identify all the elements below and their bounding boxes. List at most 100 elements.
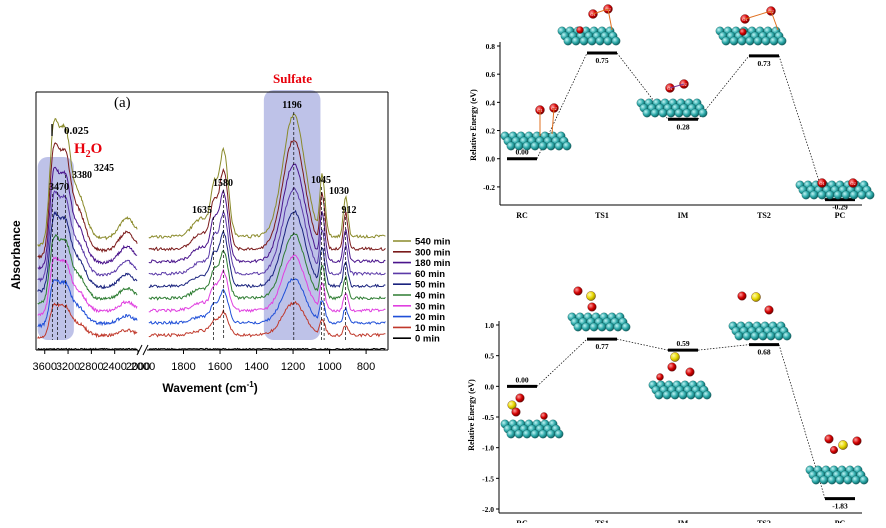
y-tick-label: 0.2 — [486, 127, 496, 136]
surface-atom — [571, 36, 581, 46]
y-tick-label: -0.5 — [482, 413, 494, 422]
surface-atom — [841, 190, 851, 200]
surface-atom — [758, 331, 768, 341]
x-category-label: RC — [516, 519, 528, 523]
legend-label: 20 min — [415, 312, 445, 323]
energy-value-label: 0.00 — [515, 375, 528, 384]
oxygen-atom — [511, 407, 521, 417]
x-category-label: TS1 — [595, 519, 609, 523]
surface-atom — [538, 141, 548, 151]
surface-slab — [567, 312, 631, 332]
peak-label: 912 — [342, 205, 357, 216]
energy-value-label: 0.75 — [595, 56, 608, 65]
bond-line — [744, 10, 772, 20]
surface-atom — [734, 331, 744, 341]
surface-atom — [581, 322, 591, 332]
surface-atom — [674, 108, 684, 118]
spectrum-line-left — [37, 190, 138, 283]
highlight-regions — [37, 90, 321, 340]
surface-atom — [682, 108, 692, 118]
spectrum-line-right — [148, 209, 386, 289]
energy-top-axes: 0.8 0.6 0.4 0.2 0.0 -0.2 RC TS1 IM TS2 PC — [483, 42, 862, 220]
surface-atom — [642, 108, 652, 118]
x-tick-label: 800 — [357, 361, 375, 373]
spectrum-line-left — [37, 233, 138, 305]
x-tick-label: 1800 — [171, 361, 195, 373]
atom-label: O1 — [742, 17, 748, 22]
oxygen-atom — [830, 446, 838, 454]
energy-value-label: -0.29 — [832, 203, 848, 212]
axis-break-mark — [142, 344, 149, 356]
legend-label: 30 min — [415, 301, 445, 312]
ts2-so2-structure-icon — [728, 291, 792, 341]
peak-label: 1635 — [192, 205, 212, 216]
region-label-sulfate: Sulfate — [273, 71, 312, 86]
spectrum-line-right — [148, 140, 386, 252]
energy-top-levels: 0.00 0.75 0.28 0.73 -0.29 — [507, 51, 855, 212]
surface-atom — [698, 108, 708, 118]
surface-atom — [562, 141, 572, 151]
energy-bottom-path — [536, 338, 826, 499]
oxygen-atom — [667, 362, 677, 372]
surface-atom — [737, 36, 747, 46]
oxygen-atom — [739, 28, 747, 36]
y-tick-label: -0.2 — [483, 183, 495, 192]
x-axis-label: Wavement (cm-1) — [162, 380, 257, 395]
surface-atom — [766, 331, 776, 341]
panel-label: (a) — [114, 95, 131, 111]
surface-atom — [554, 429, 564, 439]
surface-slab — [500, 419, 564, 439]
y-tick-label: 0.0 — [486, 155, 496, 164]
peak-label: 3380 — [72, 170, 92, 181]
energy-value-label: 0.28 — [676, 122, 689, 131]
surface-atom — [546, 429, 556, 439]
surface-atom — [833, 190, 843, 200]
surface-slab — [636, 98, 708, 118]
spectrum-line-left — [37, 210, 138, 293]
spectrum-line-right — [148, 347, 386, 351]
surface-atom — [554, 141, 564, 151]
energy-path-segment — [697, 344, 750, 351]
bond-line — [592, 8, 609, 15]
bond-line — [669, 83, 685, 89]
y-tick-label: -1.5 — [482, 474, 494, 483]
surface-atom — [658, 108, 668, 118]
surface-atom — [650, 108, 660, 118]
sulfur-atom — [838, 440, 848, 450]
legend-label: 540 min — [415, 237, 451, 248]
oxygen-atom — [824, 434, 834, 444]
oxygen-atom — [685, 367, 695, 377]
surface-atom — [597, 322, 607, 332]
x-tick-label: 3600 — [33, 361, 57, 373]
surface-atom — [750, 331, 760, 341]
spectrum-line-right — [148, 187, 386, 277]
surface-atom — [849, 190, 859, 200]
oxygen-atom — [852, 436, 862, 446]
legend-label: 300 min — [415, 247, 451, 258]
surface-atom — [589, 322, 599, 332]
surface-atom — [819, 475, 829, 485]
y-tick-label: 0.4 — [486, 98, 496, 107]
x-tick-label: 2000 — [126, 361, 150, 373]
surface-atom — [522, 429, 532, 439]
spectrum-line-left — [37, 166, 138, 271]
surface-atom — [702, 390, 712, 400]
oxygen-atom — [848, 178, 858, 188]
spectrum-line-left — [37, 256, 138, 317]
energy-value-label: 0.68 — [757, 348, 770, 357]
oxygen-atom — [587, 302, 597, 312]
x-tick-label: 1600 — [208, 361, 232, 373]
spectrum-line-right — [148, 300, 386, 338]
y-tick-label: 0.0 — [485, 382, 495, 391]
highlight-region — [37, 157, 74, 340]
x-tick-label: 2400 — [102, 361, 126, 373]
scale-bar-label: 0.025 — [64, 125, 89, 137]
surface-atom — [573, 322, 583, 332]
surface-atom — [686, 390, 696, 400]
oxygen-atom — [656, 373, 664, 381]
surface-slab — [500, 131, 572, 151]
surface-atom — [506, 141, 516, 151]
